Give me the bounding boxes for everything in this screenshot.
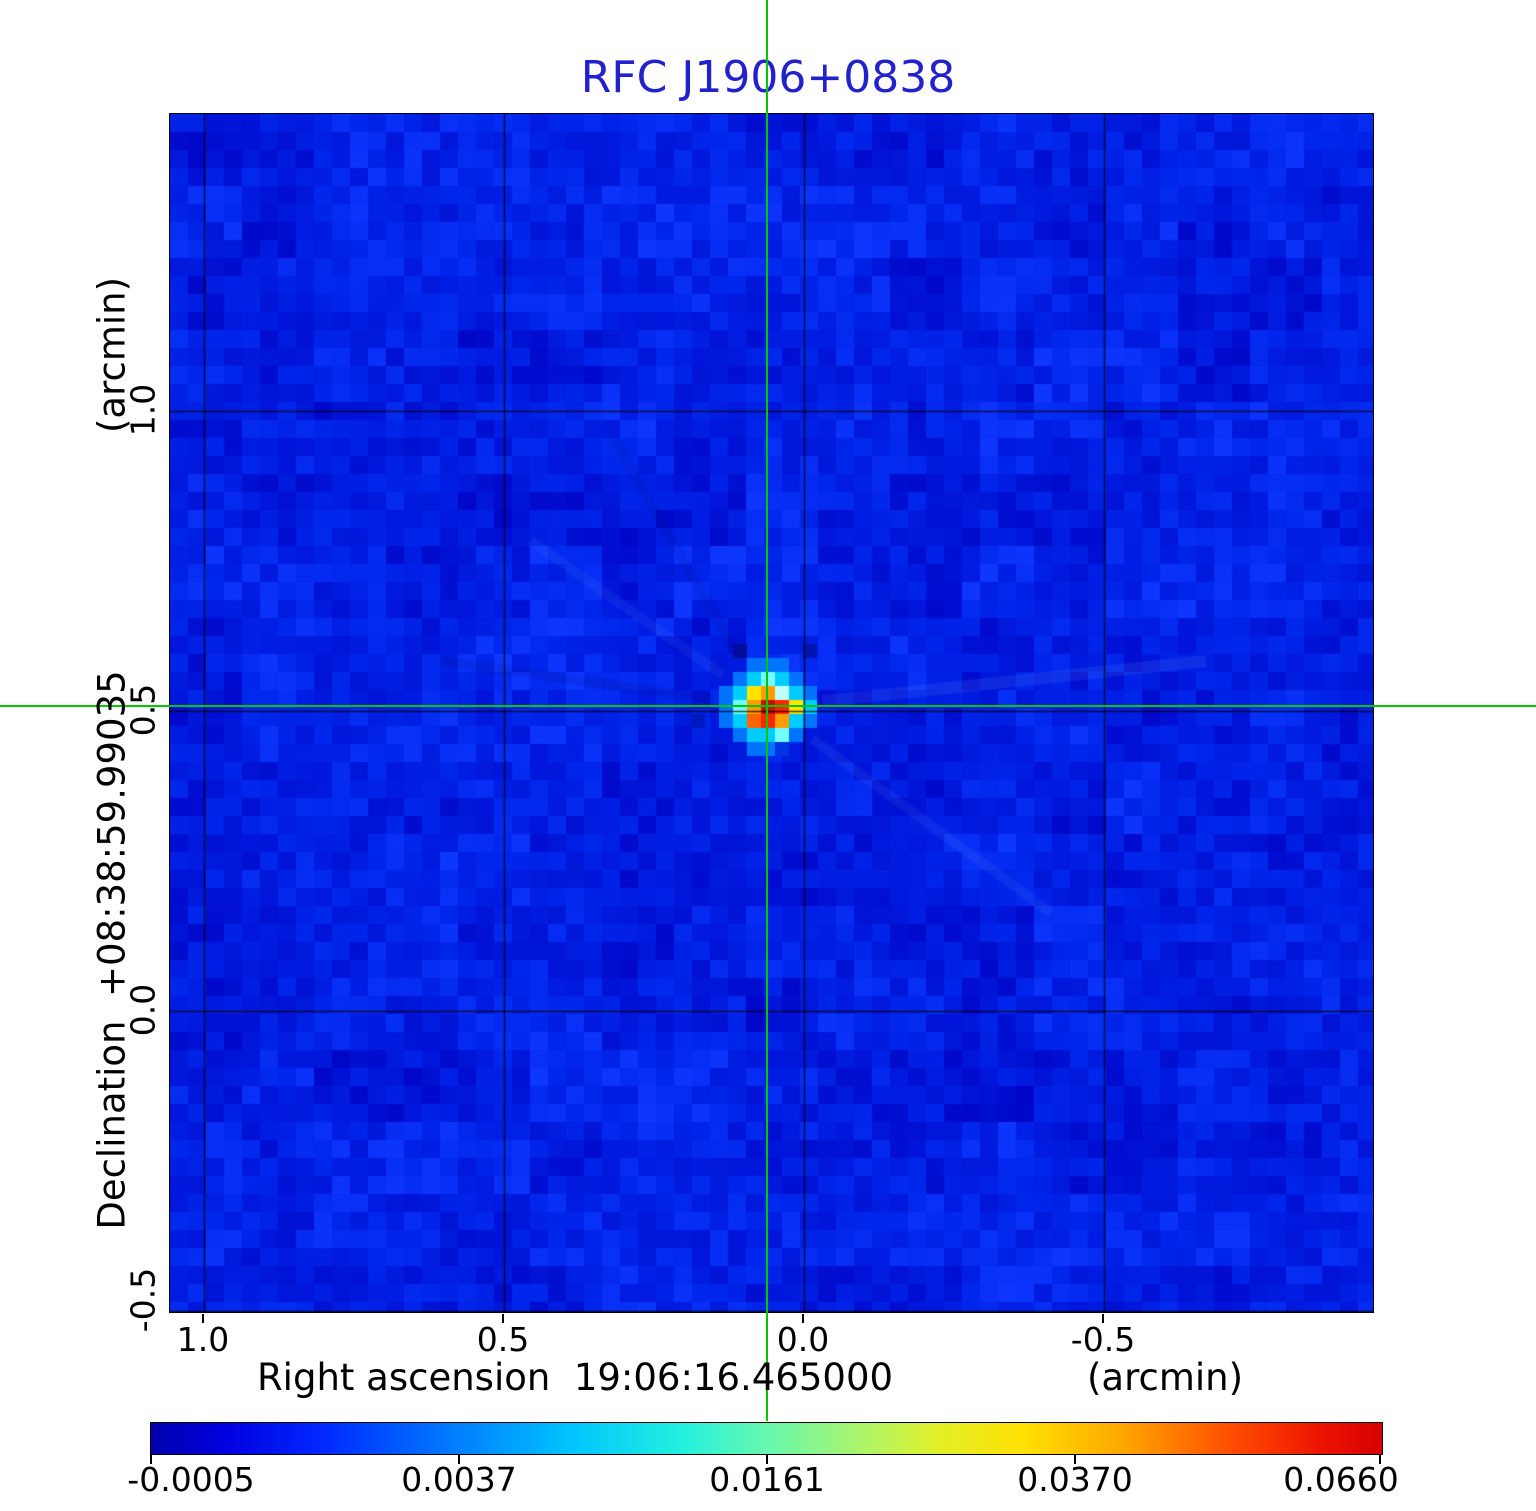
colorbar-tick-label: 0.0161: [709, 1460, 825, 1499]
x-tick-label: 1.0: [176, 1320, 230, 1359]
y-axis-label: Declination +08:38:59.99035: [90, 670, 134, 1230]
colorbar-tick-mark: [1379, 1455, 1381, 1464]
crosshair-horizontal-line: [0, 705, 1536, 707]
x-tick-mark: [202, 1314, 204, 1323]
x-tick-mark: [1102, 1314, 1104, 1323]
x-tick-mark: [802, 1314, 804, 1323]
x-axis-label: Right ascension 19:06:16.465000: [256, 1356, 894, 1399]
y-tick-label: -0.5: [123, 1267, 163, 1333]
colorbar-tick-label: 0.0660: [1283, 1460, 1399, 1499]
colorbar-tick-label: -0.0005: [127, 1460, 255, 1499]
crosshair-vertical-line: [766, 0, 768, 1421]
x-tick-label: 0.5: [476, 1320, 530, 1359]
colorbar-tick-label: 0.0037: [401, 1460, 517, 1499]
colorbar-tick-mark: [1074, 1455, 1076, 1464]
x-tick-label: -0.5: [1070, 1320, 1136, 1359]
colorbar-tick-label: 0.0370: [1017, 1460, 1133, 1499]
x-tick-mark: [502, 1314, 504, 1323]
colorbar-tick-mark: [458, 1455, 460, 1464]
x-axis-unit-label: (arcmin): [1086, 1356, 1244, 1399]
colorbar-tick-mark: [150, 1455, 152, 1464]
x-tick-label: 0.0: [776, 1320, 830, 1359]
sky-image-canvas: [170, 114, 1373, 1312]
colorbar-tick-mark: [766, 1455, 768, 1464]
page-title: RFC J1906+0838: [580, 52, 956, 103]
sky-image-plot: [169, 113, 1374, 1313]
colorbar: [150, 1422, 1383, 1455]
y-axis-unit-label: (arcmin): [90, 276, 134, 434]
